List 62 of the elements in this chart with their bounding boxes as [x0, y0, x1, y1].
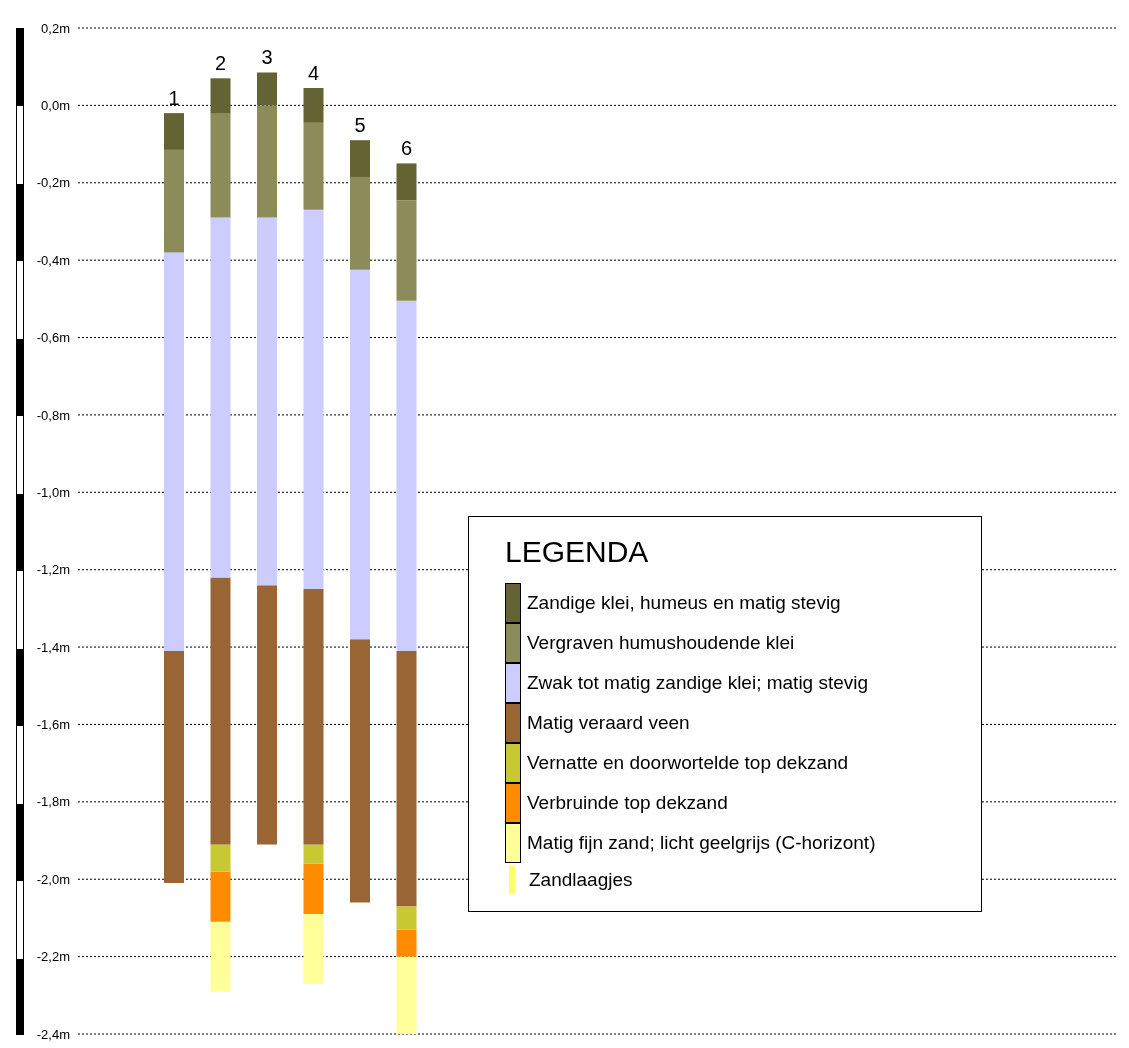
bar — [350, 176, 370, 270]
y-tick-label: -2,4m — [36, 1026, 70, 1042]
bar — [164, 252, 184, 651]
bar — [257, 105, 277, 218]
bar — [257, 217, 277, 586]
legend-label: Zandige klei, humeus en matig stevig — [527, 592, 841, 614]
bar — [257, 585, 277, 845]
bar — [210, 113, 231, 218]
y-tick-label: -1,2m — [36, 562, 70, 578]
bar — [257, 72, 277, 106]
bar — [396, 929, 417, 957]
y-tick-label: 0,0m — [41, 98, 70, 113]
bar — [303, 122, 324, 210]
legend-label: Verbruinde top dekzand — [527, 792, 728, 814]
legend-label: Matig veraard veen — [527, 712, 690, 734]
bar — [303, 589, 324, 845]
x-tick-label: 4 — [307, 61, 320, 84]
bar — [396, 200, 417, 301]
bar — [164, 113, 184, 150]
legend-label: Vernatte en doorwortelde top dekzand — [527, 752, 849, 774]
bar — [210, 78, 231, 114]
text: Zandlaagjes — [529, 869, 633, 891]
legend-label: Matig fijn zand; licht geelgrijs (C-horizont) — [527, 832, 876, 854]
bar — [350, 140, 370, 177]
bar — [396, 163, 417, 201]
bar — [210, 921, 231, 992]
bar — [350, 639, 370, 903]
x-tick-label: 5 — [354, 114, 366, 137]
x-tick-label: 6 — [400, 137, 413, 160]
bar — [396, 300, 417, 651]
bar — [350, 269, 370, 640]
bar — [303, 863, 324, 915]
x-tick-label: 3 — [261, 46, 273, 69]
y-tick-label: -1,8m — [36, 794, 70, 810]
legend-label: Zwak tot matig zandige klei; matig stevig — [527, 672, 869, 694]
bar — [164, 650, 184, 884]
bar — [210, 217, 231, 578]
legend-label: Vergraven humushoudende klei — [527, 632, 795, 654]
y-tick-label: -0,2m — [36, 175, 70, 191]
bar — [396, 956, 417, 1034]
bar — [396, 650, 417, 907]
y-tick-label: -1,0m — [36, 484, 70, 500]
x-tick-label: 2 — [214, 52, 227, 75]
bar — [210, 577, 231, 845]
bar — [210, 844, 231, 872]
bar — [303, 914, 324, 984]
bar — [303, 209, 324, 590]
bar — [396, 906, 417, 930]
bar — [164, 149, 184, 253]
y-tick-label: -0,8m — [36, 407, 70, 423]
y-tick-label: -0,4m — [36, 252, 70, 268]
y-tick-label: -1,6m — [36, 717, 70, 733]
bar — [303, 844, 324, 864]
y-tick-label: -2,0m — [36, 871, 70, 887]
y-tick-label: 0,2m — [41, 20, 70, 36]
legend-title: LEGENDA — [505, 535, 650, 569]
y-tick-label: -1,4m — [36, 639, 70, 655]
y-tick-label: -0,6m — [36, 330, 70, 346]
bar — [303, 87, 324, 123]
x-tick-label: 1 — [168, 87, 180, 110]
y-tick-label: -2,2m — [36, 949, 70, 965]
bar — [210, 871, 231, 922]
